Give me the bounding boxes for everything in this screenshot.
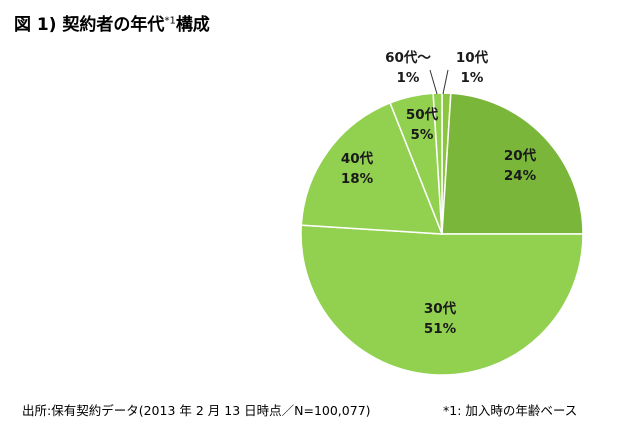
- chart-title-footnote-mark: *1: [164, 15, 176, 27]
- pie-leader-lines: [429, 69, 449, 95]
- slice-label-3: 30代: [424, 300, 457, 317]
- pie-slice-6: [432, 92, 443, 235]
- slice-label-1: 10代: [456, 49, 489, 66]
- slice-value-1: 1%: [461, 70, 484, 86]
- source-note: 出所:保有契約データ(2013 年 2 月 13 日時点／N=100,077): [22, 403, 371, 418]
- slice-label-4: 40代: [341, 150, 374, 167]
- slice-label-5: 50代: [406, 106, 439, 123]
- pie-labels: 10代 1% 20代 24% 30代 51% 40代 18% 50代 5% 60代～ 1%: [341, 49, 537, 337]
- slice-value-6: 1%: [397, 70, 420, 86]
- slice-value-4: 18%: [341, 171, 374, 187]
- pie-chart: 10代 1% 20代 24% 30代 51% 40代 18% 50代 5% 60代～ 1%: [300, 49, 584, 376]
- leader-line-1: [442, 69, 449, 95]
- pie-slice-3: [300, 224, 584, 376]
- pie-slice-4: [300, 101, 444, 235]
- slice-value-5: 5%: [411, 127, 434, 143]
- slice-label-2: 20代: [504, 147, 537, 164]
- chart-title-suffix: 構成: [175, 15, 210, 35]
- slice-value-2: 24%: [504, 168, 537, 184]
- chart-title: 図 1) 契約者の年代*1構成: [14, 10, 210, 35]
- leader-line-6: [429, 69, 438, 95]
- pie-slice-2: [441, 92, 584, 235]
- footnote: *1: 加入時の年齢ベース: [443, 403, 578, 418]
- chart-title-main: 図 1) 契約者の年代: [14, 15, 165, 35]
- slice-label-6: 60代～: [385, 49, 431, 66]
- pie-slices: [300, 92, 584, 376]
- slice-value-3: 51%: [424, 321, 457, 337]
